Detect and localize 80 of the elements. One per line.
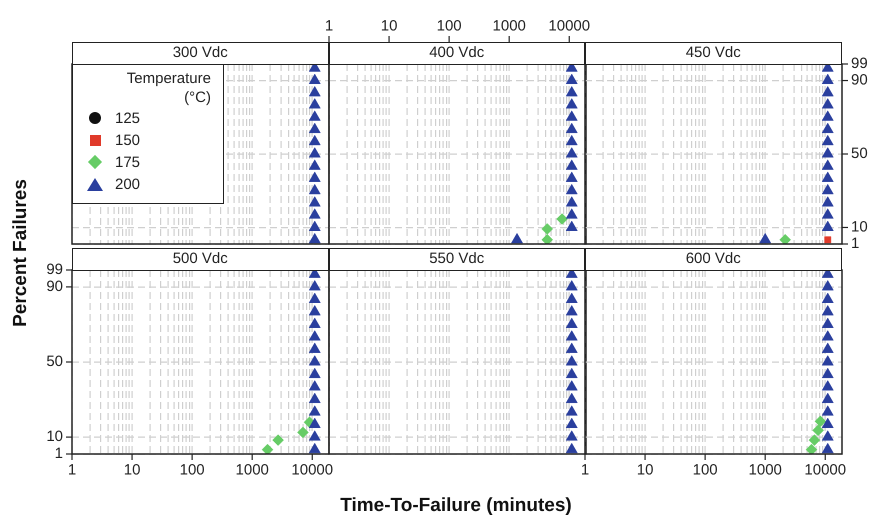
x-tick-label: 1 [324, 18, 333, 35]
point [308, 220, 321, 231]
point [822, 98, 834, 108]
point [822, 86, 834, 96]
y-tick-label: 99 [46, 261, 63, 278]
point [565, 318, 578, 328]
point [822, 74, 834, 84]
point [822, 160, 834, 170]
point [822, 196, 834, 207]
legend-label: 200 [115, 176, 140, 192]
point [759, 233, 772, 244]
point [308, 110, 321, 121]
point [308, 184, 321, 194]
point [822, 147, 834, 158]
x-tick-label: 1000 [748, 462, 782, 479]
point [565, 380, 578, 390]
legend-title: Temperature (°C) [126, 69, 211, 107]
point [822, 172, 834, 182]
point [308, 160, 321, 170]
point [822, 220, 834, 231]
point [308, 134, 321, 146]
point [565, 430, 578, 441]
y-tick-label: 10 [46, 428, 63, 446]
y-tick-label: 1 [851, 235, 860, 252]
point [565, 442, 578, 454]
point [308, 147, 321, 158]
point [308, 172, 321, 182]
x-tick-label: 100 [180, 462, 205, 479]
x-tick-label: 10000 [804, 462, 846, 479]
chart-title: 550 Vdc [328, 248, 585, 271]
point [308, 98, 321, 108]
y-tick-label: 90 [851, 72, 868, 89]
y-tick-label: 10 [851, 218, 868, 236]
point [565, 292, 578, 303]
x-tick-label: 1 [580, 462, 590, 479]
x-tick-label: 1000 [492, 18, 526, 35]
point [822, 110, 834, 121]
point [822, 122, 834, 134]
y-tick-label: 1 [54, 445, 63, 462]
chart-title: 600 Vdc [585, 248, 842, 271]
chart-title: 500 Vdc [72, 248, 328, 271]
x-tick-label: 100 [436, 18, 462, 35]
y-tick-label: 50 [46, 353, 63, 370]
point [565, 392, 578, 404]
x-tick-label: 10000 [548, 18, 590, 35]
x-tick-label: 1000 [236, 462, 269, 479]
point [308, 86, 321, 96]
point [565, 280, 578, 290]
x-tick-label: 100 [692, 462, 718, 479]
x-tick-label: 10 [636, 462, 654, 479]
point [308, 122, 321, 134]
chart-title: 400 Vdc [328, 42, 585, 65]
point [308, 196, 321, 207]
point [565, 330, 578, 341]
y-tick-label: 50 [851, 145, 868, 162]
point [822, 208, 834, 219]
x-tick-label: 10 [380, 18, 397, 35]
chart-title: 450 Vdc [585, 42, 842, 65]
chart-title: 300 Vdc [72, 42, 328, 65]
point [308, 208, 321, 219]
legend-label: 175 [115, 154, 140, 170]
point [822, 134, 834, 146]
x-tick-label: 10000 [291, 462, 334, 479]
point [565, 368, 578, 378]
point [565, 418, 578, 428]
legend-label: 125 [115, 110, 140, 126]
y-tick-label: 99 [851, 55, 868, 72]
x-tick-label: 10 [124, 462, 140, 479]
y-tick-label: 90 [46, 278, 63, 296]
x-tick-label: 1 [68, 462, 76, 479]
point [308, 233, 321, 244]
point [565, 305, 578, 316]
legend-label: 150 [115, 132, 140, 148]
y-axis-title: Percent Failures [10, 179, 32, 327]
point [565, 342, 578, 353]
point [822, 184, 834, 194]
point [308, 74, 321, 84]
x-axis-title: Time-To-Failure (minutes) [340, 495, 572, 517]
point [565, 355, 578, 366]
point [565, 405, 578, 416]
